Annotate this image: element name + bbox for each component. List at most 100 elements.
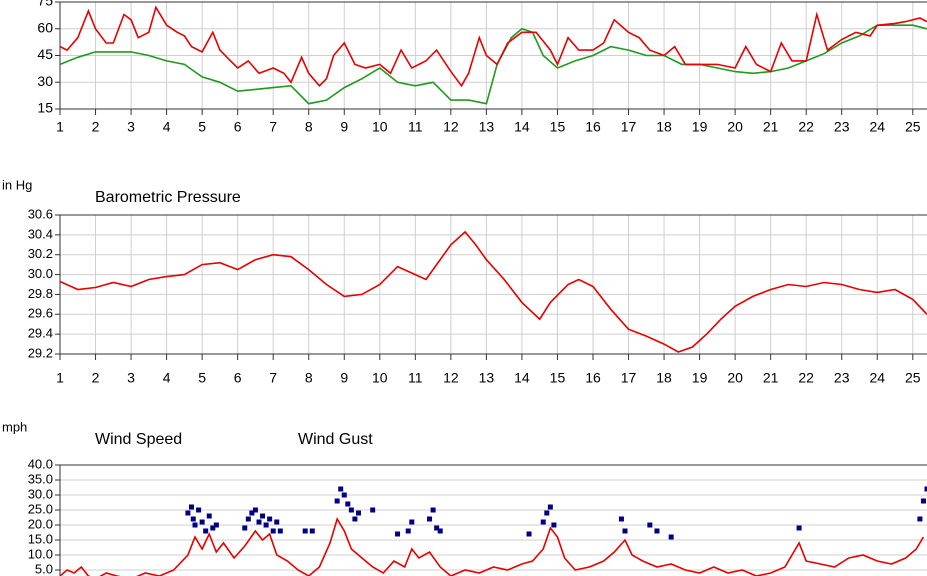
- x-tick-label: 8: [305, 370, 313, 386]
- x-tick-label: 9: [340, 119, 348, 135]
- x-tick-label: 24: [869, 119, 885, 135]
- y-tick-label: 29.8: [28, 286, 53, 301]
- plot-frame: [59, 464, 927, 576]
- x-tick-label: 21: [763, 370, 779, 386]
- gust-point: [551, 522, 557, 528]
- x-tick-label: 7: [269, 370, 277, 386]
- gust-point: [668, 534, 674, 540]
- series-line: [60, 517, 925, 576]
- x-tick-label: 7: [269, 119, 277, 135]
- x-tick-label: 1: [56, 119, 64, 135]
- gust-point: [405, 528, 411, 534]
- legend-entry: Wind Speed: [95, 431, 182, 448]
- gust-point: [260, 513, 266, 519]
- x-tick-label: 3: [127, 119, 135, 135]
- x-tick-label: 5: [198, 119, 206, 135]
- chart-title: Barometric Pressure: [95, 189, 241, 206]
- x-tick-label: 15: [550, 119, 566, 135]
- x-tick-label: 16: [585, 370, 601, 386]
- plot-area: [59, 464, 927, 576]
- x-tick-label: 2: [92, 119, 100, 135]
- y-tick-label: 30.0: [28, 266, 53, 281]
- x-tick-label: 25: [905, 370, 921, 386]
- gust-point: [274, 519, 280, 525]
- gust-point: [338, 486, 344, 492]
- y-tick-label: 5.0: [35, 561, 53, 576]
- x-tick-label: 20: [727, 119, 743, 135]
- gust-point: [210, 525, 216, 531]
- x-tick-label: 23: [834, 119, 850, 135]
- gust-point: [622, 528, 628, 534]
- gust-point: [348, 507, 354, 513]
- gust-point: [199, 519, 205, 525]
- x-tick-label: 21: [763, 119, 779, 135]
- gust-point: [370, 507, 376, 513]
- x-tick-label: 5: [198, 370, 206, 386]
- y-tick-label: 35.0: [28, 471, 53, 486]
- gust-point: [263, 522, 269, 528]
- y-tick-label: 20.0: [28, 516, 53, 531]
- x-tick-label: 6: [234, 119, 242, 135]
- gust-point: [190, 516, 196, 522]
- gust-point: [203, 528, 209, 534]
- plot-1: 29.229.429.629.830.030.230.430.61 2 3 4 5 6 7 8…: [2, 177, 927, 386]
- x-tick-label: 25: [905, 119, 921, 135]
- gust-point: [242, 525, 248, 531]
- y-tick-label: 30.2: [28, 246, 53, 261]
- x-tick-label: 19: [692, 119, 708, 135]
- y-tick-label: 45: [37, 46, 53, 62]
- series-group: [60, 486, 927, 576]
- x-tick-label: 4: [163, 119, 171, 135]
- gust-point: [544, 510, 550, 516]
- x-tick-label: 14: [514, 119, 530, 135]
- x-tick-label: 20: [727, 370, 743, 386]
- x-tick-label: 13: [479, 370, 495, 386]
- y-tick-label: 60: [37, 19, 53, 35]
- y-tick-label: 30: [37, 73, 53, 89]
- gust-point: [196, 507, 202, 513]
- gust-point: [277, 528, 283, 534]
- gust-point: [796, 525, 802, 531]
- gust-point: [434, 525, 440, 531]
- y-tick-label: 30.4: [28, 226, 53, 241]
- x-tick-label: 22: [798, 119, 814, 135]
- gust-point: [309, 528, 315, 534]
- x-tick-label: 12: [443, 370, 459, 386]
- x-tick-label: 23: [834, 370, 850, 386]
- gust-point: [547, 504, 553, 510]
- x-tick-label: 2: [92, 370, 100, 386]
- y-tick-label: 30.6: [28, 206, 53, 221]
- plot-frame: [59, 1, 927, 110]
- series-line: [60, 5, 927, 88]
- gust-point: [352, 516, 358, 522]
- gust-point: [540, 519, 546, 525]
- y-tick-label: 15.0: [28, 531, 53, 546]
- y-tick-label: 15: [37, 100, 53, 116]
- y-tick-label: 29.2: [28, 345, 53, 360]
- x-tick-label: 4: [163, 370, 171, 386]
- gust-point: [427, 516, 433, 522]
- plot-frame: [59, 214, 927, 355]
- x-tick-label: 19: [692, 370, 708, 386]
- gust-point: [618, 516, 624, 522]
- gust-point: [526, 531, 532, 537]
- series-group: [60, 230, 927, 353]
- x-tick-label: 24: [869, 370, 885, 386]
- plot-2: 5.010.015.020.025.030.035.040.0 mph Wind S…: [2, 419, 927, 576]
- x-tick-label: 10: [372, 370, 388, 386]
- y-tick-label: 10.0: [28, 546, 53, 561]
- plot-area: [59, 214, 927, 355]
- gust-point: [249, 510, 255, 516]
- x-tick-label: 1: [56, 370, 64, 386]
- legend-entry: Wind Gust: [298, 431, 373, 448]
- gust-point: [188, 504, 194, 510]
- x-tick-label: 15: [550, 370, 566, 386]
- y-tick-label: 25.0: [28, 501, 53, 516]
- x-tick-label: 14: [514, 370, 530, 386]
- x-tick-label: 16: [585, 119, 601, 135]
- gust-point: [185, 510, 191, 516]
- x-tick-label: 22: [798, 370, 814, 386]
